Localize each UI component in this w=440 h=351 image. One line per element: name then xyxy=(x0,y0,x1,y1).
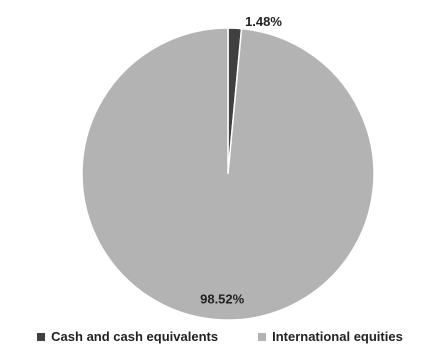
legend-label-international-equities: International equities xyxy=(272,329,403,344)
legend-item-international-equities: International equities xyxy=(258,329,403,344)
pie-slice-international-equities xyxy=(81,27,375,321)
data-label-international-equities: 98.52% xyxy=(200,291,245,306)
legend-item-cash: Cash and cash equivalents xyxy=(37,329,218,344)
data-label-cash: 1.48% xyxy=(245,14,282,29)
legend: Cash and cash equivalents International … xyxy=(0,329,440,344)
legend-label-cash: Cash and cash equivalents xyxy=(51,329,219,344)
legend-swatch-international-equities xyxy=(258,332,267,341)
legend-swatch-cash xyxy=(37,332,46,341)
